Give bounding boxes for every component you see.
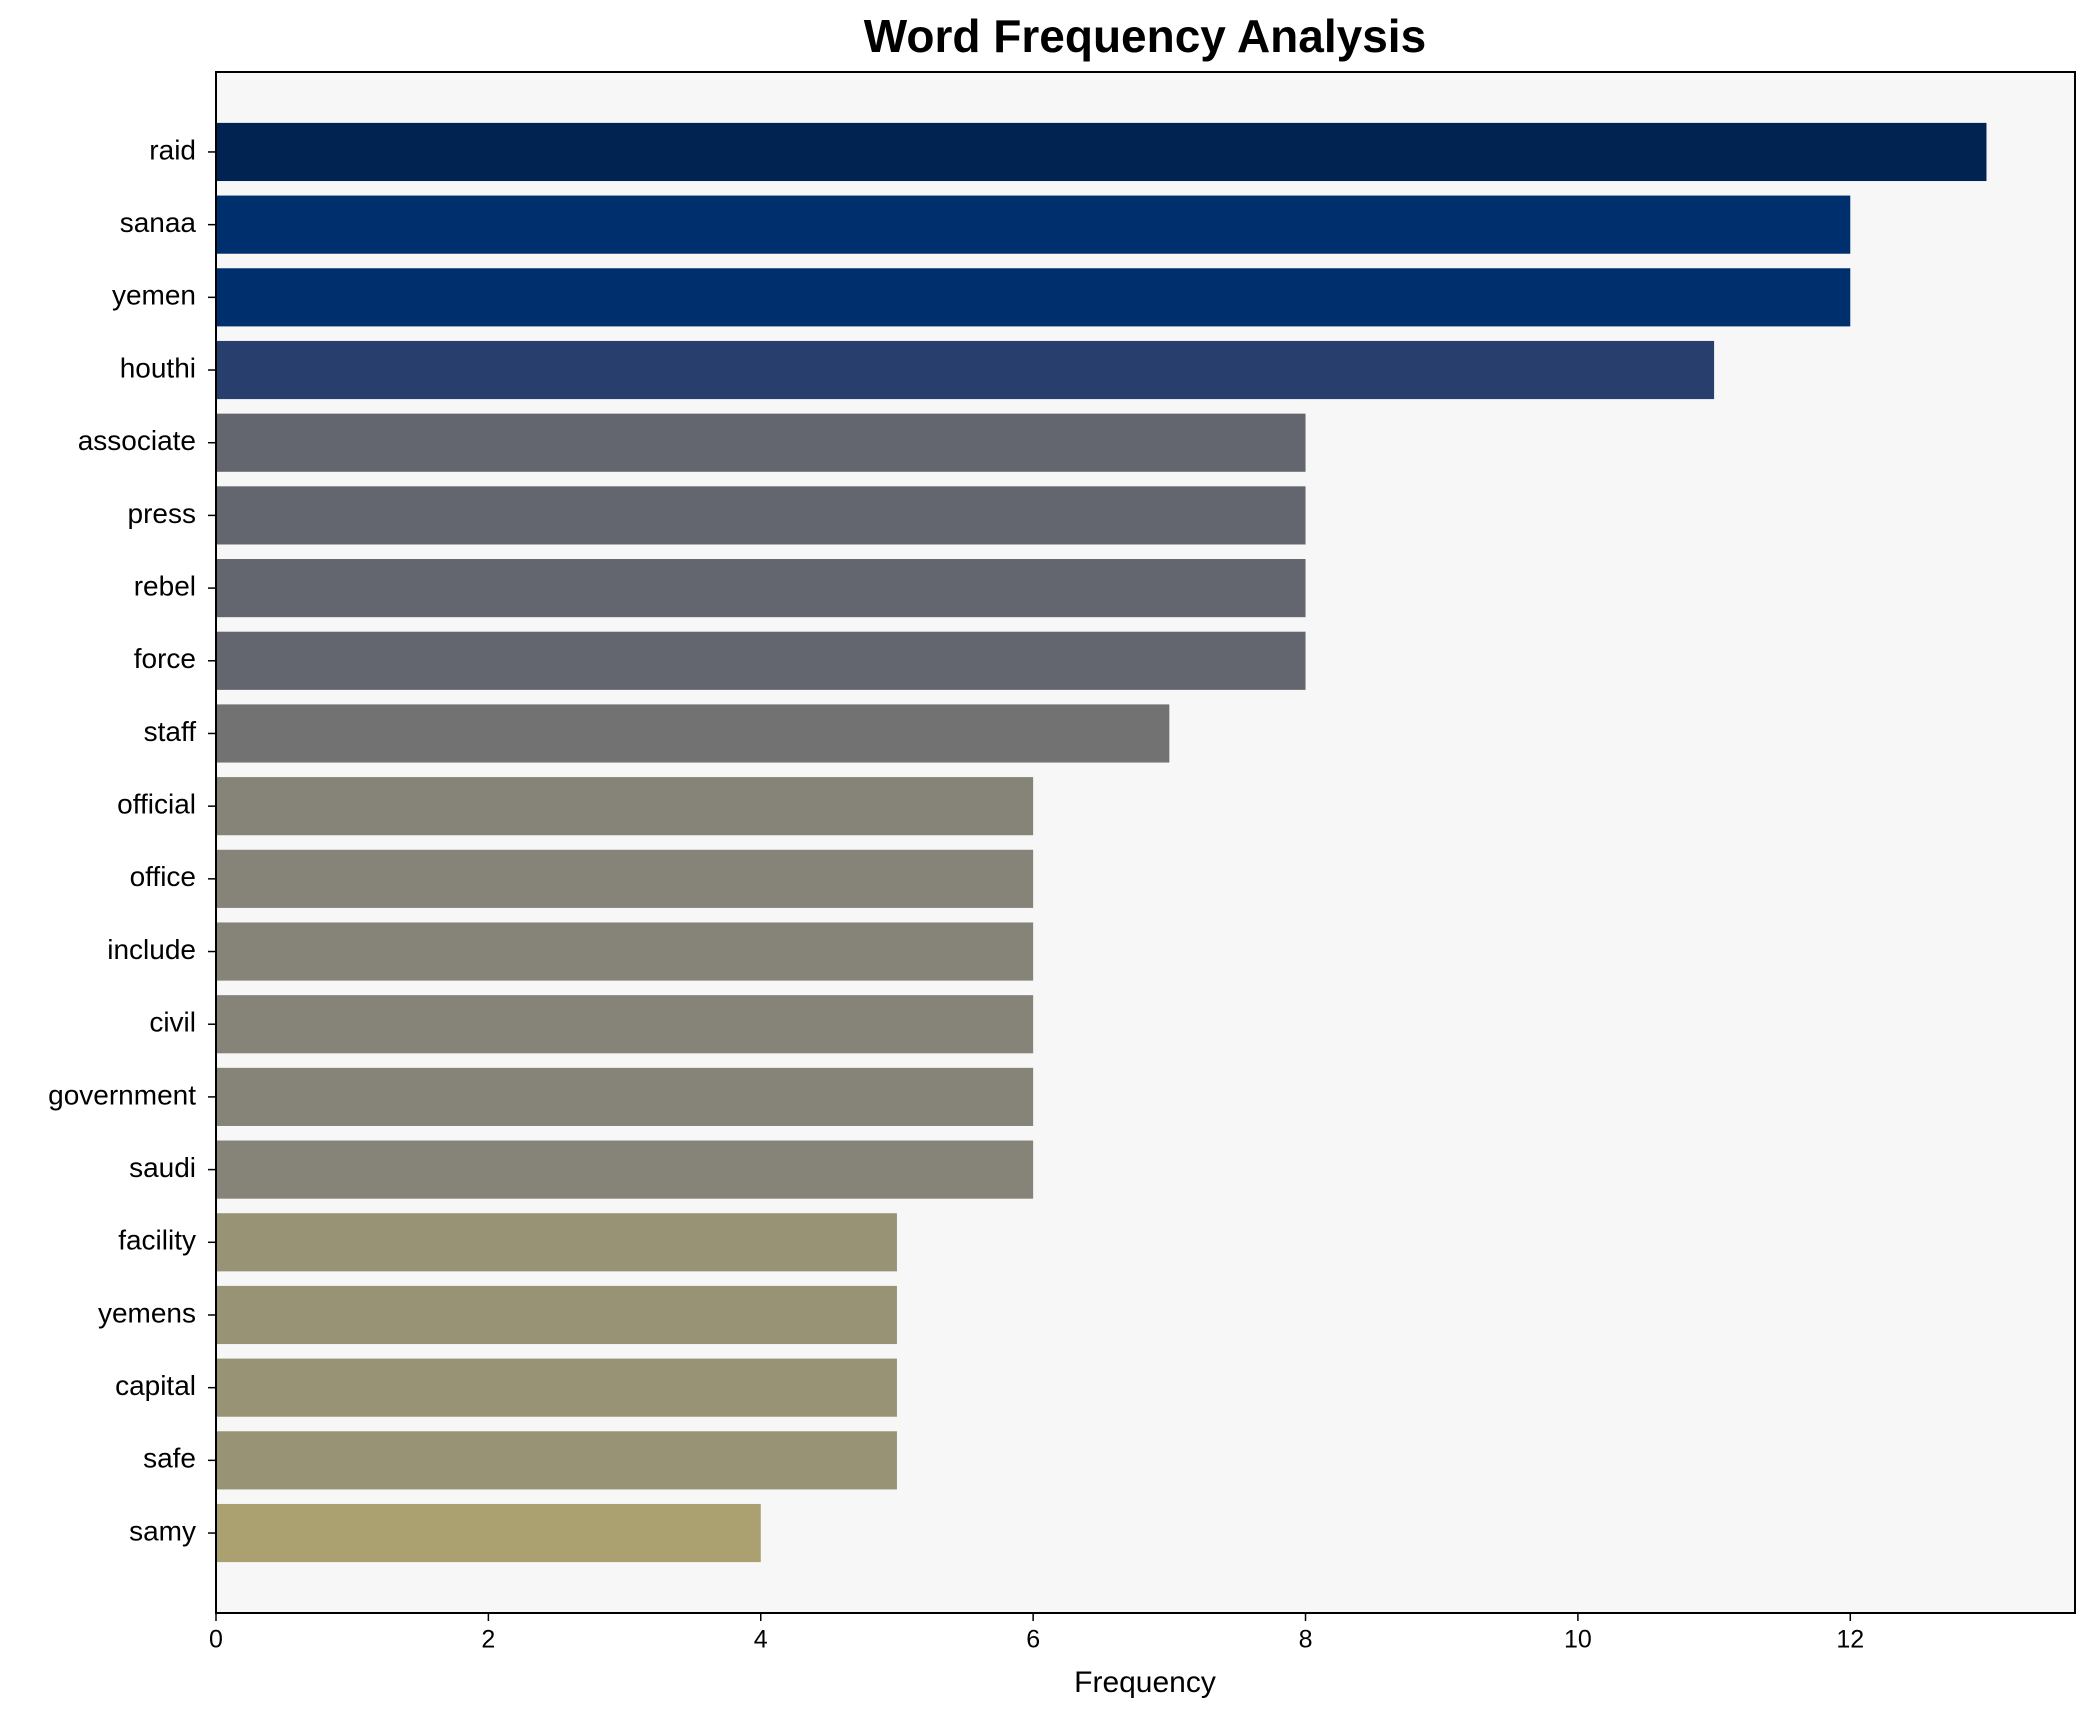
x-axis-label: Frequency bbox=[1074, 1666, 1216, 1699]
y-tick-label: associate bbox=[78, 425, 196, 456]
y-tick-label: sanaa bbox=[120, 207, 197, 238]
bar bbox=[216, 1140, 1034, 1199]
chart-title: Word Frequency Analysis bbox=[864, 10, 1426, 62]
bar bbox=[216, 413, 1306, 472]
y-tick-label: office bbox=[130, 861, 196, 892]
bar bbox=[216, 1503, 761, 1563]
y-tick-label: rebel bbox=[134, 570, 196, 601]
y-tick-label: facility bbox=[118, 1225, 196, 1256]
bar bbox=[216, 1285, 897, 1345]
bar bbox=[216, 922, 1034, 981]
y-tick-label: raid bbox=[149, 134, 196, 165]
y-tick-label: saudi bbox=[129, 1152, 196, 1183]
y-tick-label: safe bbox=[143, 1443, 196, 1474]
bar bbox=[216, 1358, 897, 1417]
x-tick-label: 6 bbox=[1026, 1626, 1040, 1654]
y-tick-label: government bbox=[48, 1079, 196, 1110]
bar bbox=[216, 704, 1170, 763]
y-tick-label: press bbox=[128, 498, 196, 529]
bar bbox=[216, 559, 1306, 618]
x-tick-label: 12 bbox=[1836, 1626, 1864, 1654]
bar bbox=[216, 1213, 897, 1272]
y-tick-label: staff bbox=[144, 716, 197, 747]
bar bbox=[216, 1067, 1034, 1126]
y-tick-label: houthi bbox=[120, 352, 196, 383]
y-tick-label: force bbox=[134, 643, 196, 674]
bar bbox=[216, 340, 1715, 400]
x-tick-label: 0 bbox=[209, 1626, 223, 1654]
bar bbox=[216, 631, 1306, 690]
bar bbox=[216, 122, 1987, 182]
bar bbox=[216, 995, 1034, 1054]
bar bbox=[216, 1431, 897, 1490]
y-tick-label: official bbox=[117, 789, 196, 820]
x-tick-label: 4 bbox=[754, 1626, 768, 1654]
bar bbox=[216, 777, 1034, 836]
y-tick-label: capital bbox=[115, 1370, 196, 1401]
plot-frame bbox=[215, 71, 2076, 1614]
x-tick-label: 10 bbox=[1564, 1626, 1592, 1654]
bar bbox=[216, 195, 1851, 254]
y-tick-label: samy bbox=[129, 1515, 196, 1546]
x-tick-label: 2 bbox=[481, 1626, 495, 1654]
y-tick-label: include bbox=[107, 934, 196, 965]
bar bbox=[216, 486, 1306, 545]
bar bbox=[216, 268, 1851, 327]
y-tick-label: yemens bbox=[98, 1297, 196, 1328]
y-tick-label: yemen bbox=[112, 280, 196, 311]
y-tick-label: civil bbox=[149, 1007, 196, 1038]
plot-background bbox=[216, 72, 2075, 1613]
bar bbox=[216, 849, 1034, 908]
x-tick-label: 8 bbox=[1299, 1626, 1313, 1654]
